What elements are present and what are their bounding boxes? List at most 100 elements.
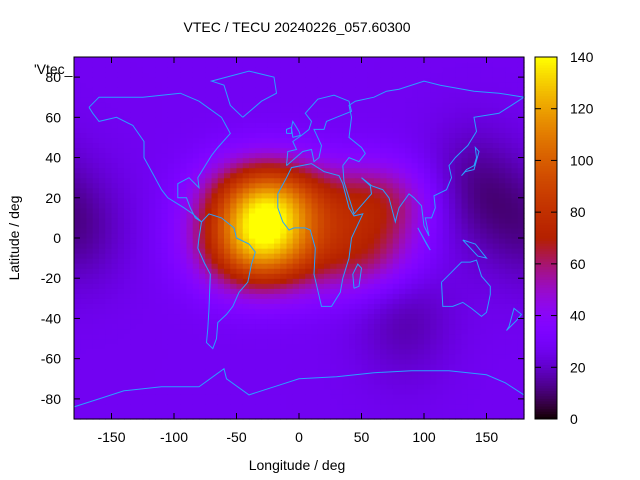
heatmap-cell <box>86 253 94 259</box>
heatmap-cell <box>86 278 94 284</box>
heatmap-cell <box>186 197 194 204</box>
heatmap-cell <box>199 202 206 209</box>
heatmap-cell <box>149 167 156 174</box>
heatmap-cell <box>74 283 81 289</box>
heatmap-cell <box>474 308 481 315</box>
heatmap-cell <box>142 197 150 204</box>
heatmap-cell <box>86 87 94 93</box>
heatmap-cell <box>380 238 388 244</box>
heatmap-cell <box>461 122 469 128</box>
heatmap-cell <box>192 313 200 320</box>
heatmap-cell <box>249 323 256 330</box>
heatmap-cell <box>105 373 113 380</box>
heatmap-cell <box>155 403 163 410</box>
heatmap-cell <box>192 408 200 415</box>
heatmap-cell <box>311 152 319 159</box>
heatmap-cell <box>180 147 188 154</box>
heatmap-cell <box>430 248 438 254</box>
heatmap-cell <box>161 82 169 88</box>
heatmap-cell <box>267 87 275 93</box>
heatmap-cell <box>192 278 200 284</box>
heatmap-cell <box>436 323 444 330</box>
heatmap-cell <box>211 132 219 139</box>
heatmap-cell <box>192 137 200 144</box>
heatmap-cell <box>280 207 288 214</box>
heatmap-cell <box>436 182 444 189</box>
heatmap-cell <box>480 82 488 88</box>
heatmap-cell <box>330 283 338 289</box>
heatmap-cell <box>130 232 138 239</box>
heatmap-cell <box>92 82 100 88</box>
heatmap-cell <box>361 313 369 320</box>
heatmap-cell <box>492 197 500 204</box>
heatmap-cell <box>399 278 406 284</box>
heatmap-cell <box>174 348 181 355</box>
heatmap-cell <box>280 122 288 128</box>
heatmap-cell <box>167 408 175 415</box>
heatmap-cell <box>236 368 244 375</box>
heatmap-cell <box>205 92 213 98</box>
heatmap-cell <box>474 162 481 169</box>
heatmap-cell <box>442 182 450 189</box>
heatmap-cell <box>74 192 81 199</box>
heatmap-cell <box>261 217 269 224</box>
heatmap-cell <box>411 293 419 299</box>
heatmap-cell <box>124 393 131 400</box>
heatmap-cell <box>167 202 175 209</box>
heatmap-cell <box>217 102 225 108</box>
heatmap-cell <box>142 338 150 345</box>
heatmap-cell <box>367 373 375 380</box>
heatmap-cell <box>105 57 113 63</box>
heatmap-cell <box>336 182 344 189</box>
heatmap-cell <box>86 368 94 375</box>
heatmap-cell <box>474 232 481 239</box>
heatmap-cell <box>230 57 238 63</box>
heatmap-cell <box>305 258 313 264</box>
heatmap-cell <box>299 368 306 375</box>
heatmap-cell <box>205 283 213 289</box>
heatmap-cell <box>180 378 188 385</box>
heatmap-cell <box>417 353 425 360</box>
heatmap-cell <box>499 112 506 118</box>
heatmap-cell <box>392 227 400 234</box>
heatmap-cell <box>367 268 375 274</box>
heatmap-cell <box>149 112 156 118</box>
heatmap-cell <box>411 358 419 365</box>
heatmap-cell <box>374 132 381 139</box>
heatmap-cell <box>130 87 138 93</box>
heatmap-cell <box>149 393 156 400</box>
heatmap-cell <box>192 122 200 128</box>
heatmap-cell <box>380 127 388 134</box>
heatmap-cell <box>499 147 506 154</box>
heatmap-cell <box>167 298 175 304</box>
heatmap-cell <box>492 383 500 390</box>
heatmap-cell <box>361 227 369 234</box>
heatmap-cell <box>149 298 156 304</box>
heatmap-cell <box>74 408 81 415</box>
heatmap-cell <box>499 122 506 128</box>
heatmap-cell <box>267 358 275 365</box>
heatmap-cell <box>499 222 506 229</box>
heatmap-cell <box>74 227 81 234</box>
heatmap-cell <box>149 67 156 73</box>
heatmap-cell <box>330 122 338 128</box>
heatmap-cell <box>430 117 438 123</box>
heatmap-cell <box>367 157 375 164</box>
heatmap-cell <box>192 273 200 279</box>
heatmap-cell <box>274 62 281 68</box>
heatmap-cell <box>230 207 238 214</box>
heatmap-cell <box>217 323 225 330</box>
heatmap-cell <box>367 303 375 309</box>
heatmap-cell <box>411 243 419 249</box>
heatmap-cell <box>249 162 256 169</box>
heatmap-cell <box>192 157 200 164</box>
heatmap-cell <box>255 187 263 194</box>
heatmap-cell <box>449 358 456 365</box>
heatmap-cell <box>217 97 225 103</box>
heatmap-cell <box>386 102 394 108</box>
heatmap-cell <box>417 268 425 274</box>
heatmap-cell <box>186 333 194 340</box>
heatmap-cell <box>430 343 438 350</box>
heatmap-cell <box>124 308 131 315</box>
heatmap-cell <box>211 248 219 254</box>
